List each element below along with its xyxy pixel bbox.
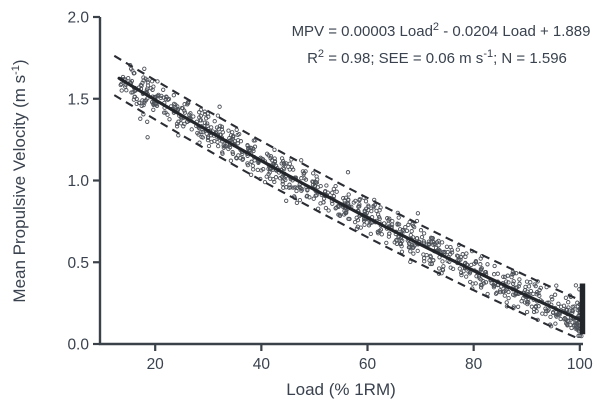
y-tick-label: 1.0 [67, 173, 89, 190]
x-tick-label: 100 [567, 356, 593, 373]
regression-line [117, 76, 583, 322]
x-tick-label: 60 [359, 356, 377, 373]
prediction-interval-lines [113, 54, 577, 339]
lower-prediction-line [113, 94, 577, 339]
equation-annotation: MPV = 0.00003 Load2 - 0.0204 Load + 1.88… [292, 21, 591, 40]
upper-prediction-line [113, 54, 577, 300]
tick-labels: 0.0 0.5 1.0 1.5 2.0 20 40 60 80 100 [67, 10, 593, 374]
scatter-points [118, 62, 585, 339]
x-tick-label: 20 [147, 356, 165, 373]
x-tick-label: 40 [253, 356, 271, 373]
y-tick-label: 0.5 [67, 255, 89, 272]
stats-annotation: R2 = 0.98; SEE = 0.06 m s-1; N = 1.596 [307, 48, 567, 67]
axes [93, 15, 583, 351]
y-axis-title: Mean Propulsive Velocity (m s-1) [10, 59, 29, 302]
x-axis-title: Load (% 1RM) [286, 380, 396, 399]
y-tick-label: 2.0 [67, 10, 89, 27]
y-tick-label: 1.5 [67, 91, 89, 108]
y-tick-label: 0.0 [67, 337, 89, 354]
x-tick-label: 80 [465, 356, 483, 373]
